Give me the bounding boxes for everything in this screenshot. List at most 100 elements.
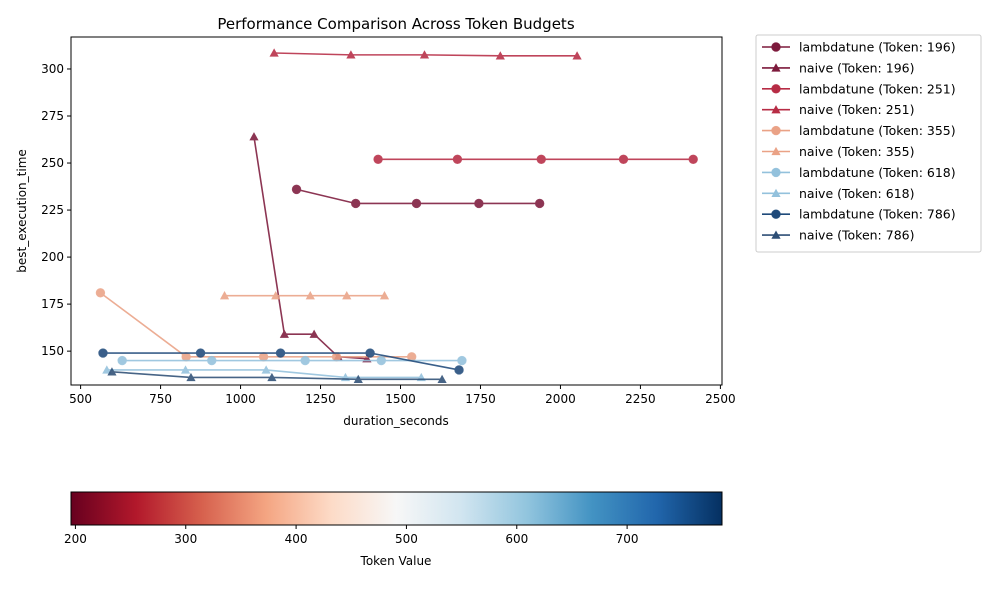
- x-axis-ticks: 500 750 1000 1250 1500 1750 2000 2250 2500: [69, 385, 736, 406]
- series-lambdatune-token-251-: [373, 154, 698, 164]
- legend-label: lambdatune (Token: 618): [799, 165, 956, 180]
- y-tick-label: 225: [41, 203, 64, 217]
- data-point-circle: [688, 154, 698, 164]
- data-point-triangle: [572, 51, 582, 60]
- legend-label: naive (Token: 786): [799, 228, 914, 243]
- data-point-triangle: [219, 291, 230, 300]
- data-point-triangle: [271, 291, 281, 300]
- x-tick-label: 2250: [625, 392, 656, 406]
- series-layer: [95, 48, 698, 384]
- x-tick-label: 2000: [545, 392, 576, 406]
- data-point-triangle: [379, 291, 390, 300]
- data-point-circle: [291, 184, 302, 195]
- legend-label: naive (Token: 251): [799, 102, 914, 117]
- legend-triangle-marker: [771, 105, 781, 114]
- colorbar-tick-label: 600: [505, 532, 528, 546]
- data-point-triangle: [249, 132, 259, 141]
- data-point-triangle: [342, 291, 352, 300]
- data-point-circle: [181, 352, 191, 362]
- x-tick-label: 500: [69, 392, 92, 406]
- y-tick-label: 250: [41, 156, 64, 170]
- colorbar-tick-label: 300: [174, 532, 197, 546]
- y-tick-label: 200: [41, 250, 64, 264]
- data-point-circle: [365, 348, 375, 358]
- legend-circle-marker: [771, 167, 781, 178]
- series-naive-token-618-: [102, 365, 426, 382]
- series-naive-token-251-: [269, 48, 582, 60]
- data-point-circle: [534, 198, 545, 209]
- data-point-circle: [207, 355, 217, 366]
- x-tick-label: 1500: [385, 392, 416, 406]
- legend-triangle-marker: [771, 188, 781, 197]
- data-point-circle: [618, 154, 629, 164]
- data-point-circle: [411, 198, 422, 209]
- data-point-circle: [351, 198, 361, 209]
- data-point-triangle: [305, 291, 315, 300]
- x-axis-label: duration_seconds: [343, 414, 449, 428]
- legend-label: naive (Token: 196): [799, 60, 914, 75]
- series-naive-token-355-: [219, 291, 390, 300]
- colorbar-ticks: 200 300 400 500 600 700: [64, 525, 639, 546]
- colorbar-tick-label: 200: [64, 532, 87, 546]
- y-tick-label: 300: [41, 62, 64, 76]
- colorbar-tick-label: 500: [395, 532, 418, 546]
- legend-triangle-marker: [771, 63, 781, 72]
- legend-label: lambdatune (Token: 355): [799, 123, 956, 138]
- legend-frame: [755, 34, 982, 253]
- x-tick-label: 2500: [705, 392, 736, 406]
- x-tick-label: 1000: [225, 392, 256, 406]
- colorbar-tick-label: 700: [616, 532, 639, 546]
- legend-triangle-marker: [771, 146, 781, 156]
- legend-item: naive (Token: 618): [762, 186, 914, 201]
- legend-circle-marker: [771, 209, 781, 219]
- legend-item: lambdatune (Token: 786): [762, 207, 956, 222]
- legend-item: naive (Token: 355): [762, 144, 914, 159]
- data-point-triangle: [346, 50, 356, 59]
- data-point-circle: [373, 154, 383, 164]
- data-point-circle: [452, 154, 463, 164]
- data-point-triangle: [186, 372, 196, 382]
- legend-label: naive (Token: 355): [799, 144, 914, 159]
- series-line: [253, 136, 367, 360]
- legend-item: lambdatune (Token: 196): [762, 40, 956, 55]
- data-point-circle: [376, 355, 387, 366]
- y-axis-label: best_execution_time: [15, 149, 29, 273]
- legend-label: lambdatune (Token: 786): [799, 207, 956, 222]
- data-point-triangle: [267, 372, 277, 382]
- data-point-triangle: [180, 365, 191, 374]
- data-point-circle: [98, 348, 108, 358]
- data-point-triangle: [437, 374, 447, 384]
- y-axis-ticks: 150 175 200 225 250 275 300: [41, 62, 71, 358]
- legend-label: lambdatune (Token: 196): [799, 40, 956, 55]
- colorbar-label: Token Value: [360, 554, 432, 568]
- legend-item: lambdatune (Token: 251): [762, 81, 956, 96]
- colorbar: 200 300 400 500 600 700 Token Value: [64, 491, 723, 568]
- series-naive-token-196-: [249, 132, 372, 363]
- data-point-triangle: [353, 374, 363, 384]
- data-point-circle: [474, 198, 484, 209]
- legend-circle-marker: [771, 84, 781, 94]
- x-tick-label: 1750: [465, 392, 496, 406]
- colorbar-gradient: [70, 491, 723, 526]
- data-point-triangle: [495, 51, 505, 60]
- plot-area: 500 750 1000 1250 1500 1750 2000 2250 2500 150 17…: [41, 36, 736, 406]
- x-tick-label: 750: [149, 392, 172, 406]
- data-point-circle: [95, 288, 106, 298]
- legend-label: lambdatune (Token: 251): [799, 81, 956, 96]
- legend-item: lambdatune (Token: 618): [762, 165, 956, 180]
- data-point-circle: [258, 352, 269, 362]
- legend-item: naive (Token: 251): [762, 102, 914, 117]
- series-line: [99, 292, 412, 358]
- data-point-circle: [536, 154, 546, 164]
- y-tick-label: 275: [41, 109, 64, 123]
- legend-circle-marker: [771, 42, 781, 52]
- data-point-circle: [300, 355, 310, 366]
- series-naive-token-786-: [107, 367, 447, 384]
- data-point-triangle: [107, 367, 117, 376]
- legend: lambdatune (Token: 196) naive (Token: 196…: [755, 34, 982, 253]
- data-point-circle: [275, 348, 286, 358]
- legend-item: naive (Token: 196): [762, 60, 914, 75]
- legend-label: naive (Token: 618): [799, 186, 914, 201]
